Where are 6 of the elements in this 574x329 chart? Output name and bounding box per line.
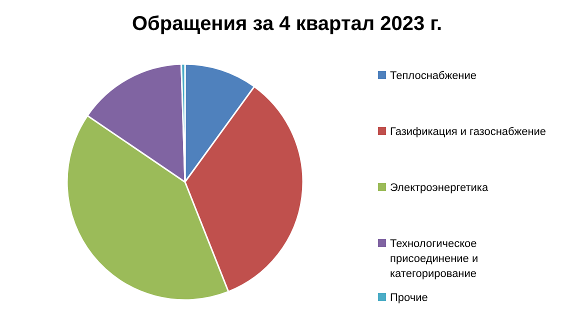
chart-title: Обращения за 4 квартал 2023 г. [132,13,442,35]
legend-label: Газификация и газоснабжение [390,126,546,138]
legend-label: Прочие [390,292,428,304]
legend-label: Теплоснабжение [390,70,477,82]
legend-label: Электроэнергетика [390,182,489,194]
legend-label: Технологическое присоединение и категорирование [390,238,478,280]
